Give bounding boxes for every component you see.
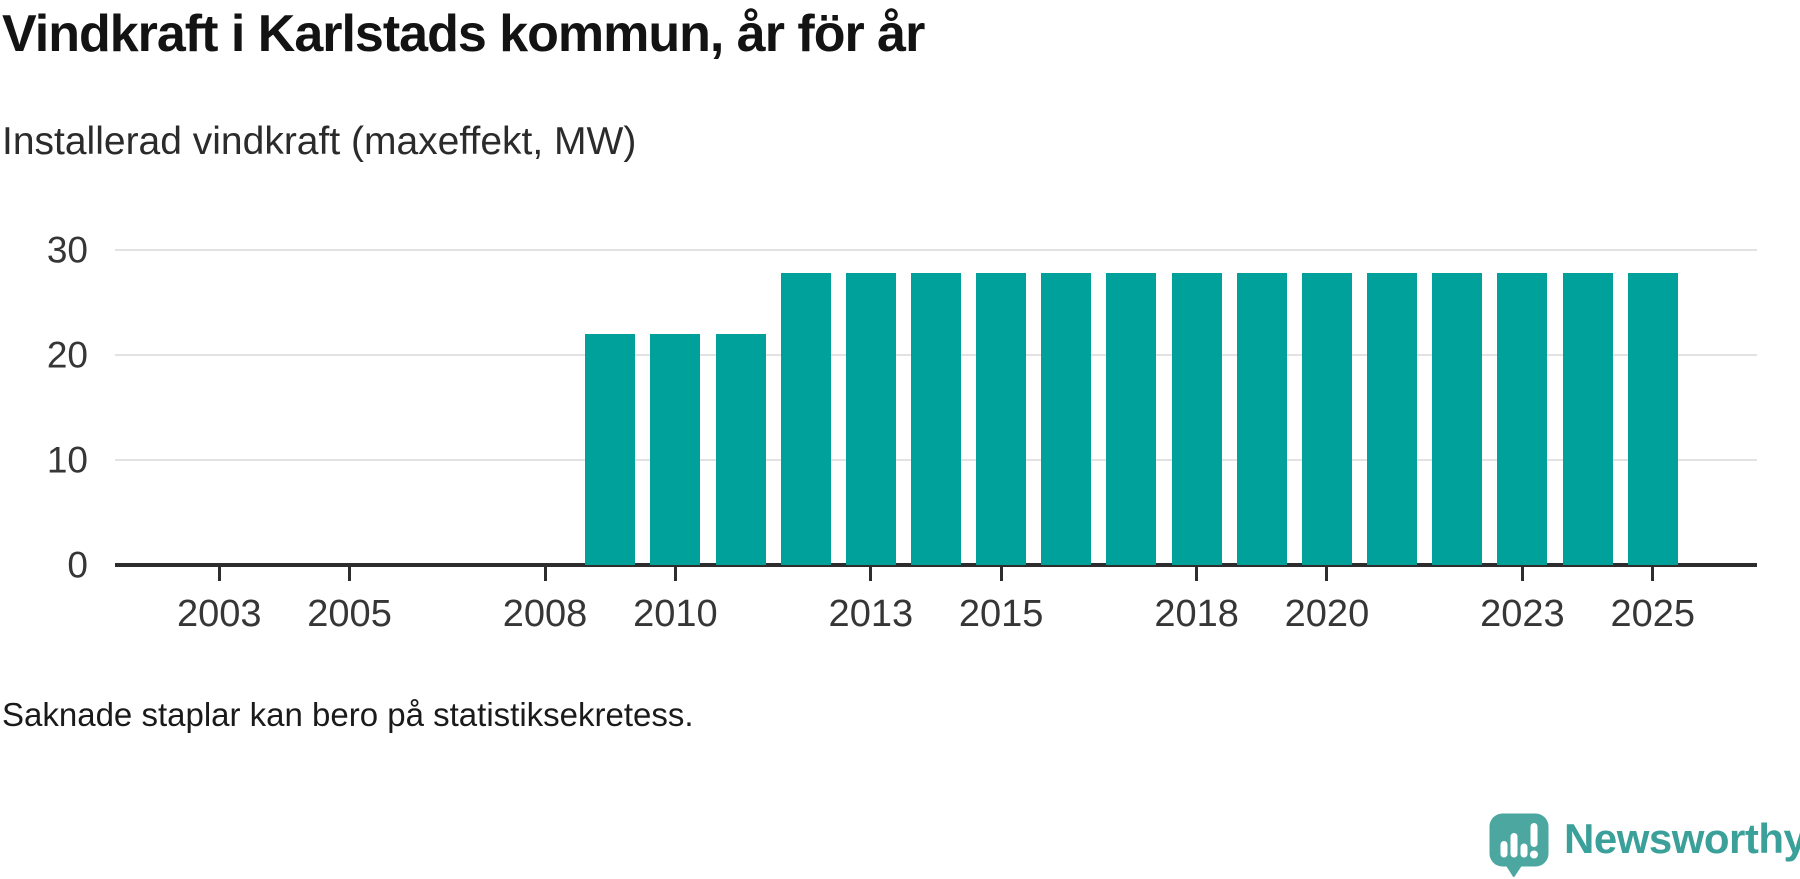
bar-2013 [845,273,896,565]
bar-2017 [1106,273,1157,565]
x-tick-2025 [1651,567,1655,581]
bar-2010 [650,334,701,565]
x-tick-2010 [673,567,677,581]
y-tick-label-0: 0 [67,544,88,586]
y-tick-label-20: 20 [46,334,88,376]
x-tick-label-2003: 2003 [176,593,262,635]
x-tick-label-2025: 2025 [1610,593,1696,635]
bar-2019 [1236,273,1287,565]
x-tick-2003 [217,567,221,581]
bar-2012 [780,273,831,565]
bar-2021 [1367,273,1418,565]
x-tick-label-2013: 2013 [828,593,914,635]
bar-2009 [585,334,636,565]
bar-2020 [1301,273,1352,565]
x-tick-2005 [348,567,352,581]
bar-2025 [1627,273,1678,565]
footnote: Saknade staplar kan bero på statistiksek… [2,696,694,733]
newsworthy-logo-icon [1489,813,1549,878]
x-tick-label-2015: 2015 [958,593,1044,635]
chart-subtitle: Installerad vindkraft (maxeffekt, MW) [2,120,637,163]
bar-2011 [715,334,766,565]
bar-2015 [976,273,1027,565]
x-tick-2023 [1520,567,1524,581]
x-tick-2018 [1195,567,1199,581]
bar-2014 [911,273,961,565]
x-tick-2008 [543,567,547,581]
bar-2024 [1562,273,1613,565]
x-tick-2013 [869,567,873,581]
x-tick-label-2023: 2023 [1480,593,1565,635]
chart-title: Vindkraft i Karlstads kommun, år för år [2,5,925,63]
x-tick-2015 [999,567,1003,581]
x-tick-label-2020: 2020 [1284,593,1370,635]
brand-name: Newsworthy [1564,815,1800,862]
x-tick-label-2008: 2008 [502,593,588,635]
x-tick-label-2018: 2018 [1154,593,1239,635]
newsworthy-brand: Newsworthy [1488,812,1800,878]
gridline-30 [115,249,1757,251]
x-axis-line [115,563,1757,567]
bar-2018 [1171,273,1222,565]
y-tick-label-10: 10 [46,439,88,481]
x-tick-label-2005: 2005 [307,593,392,635]
bar-2023 [1497,273,1548,565]
bar-2016 [1041,273,1092,565]
x-tick-2020 [1325,567,1329,581]
bar-2022 [1432,273,1483,565]
y-tick-label-30: 30 [46,229,88,271]
x-tick-label-2010: 2010 [633,593,718,635]
